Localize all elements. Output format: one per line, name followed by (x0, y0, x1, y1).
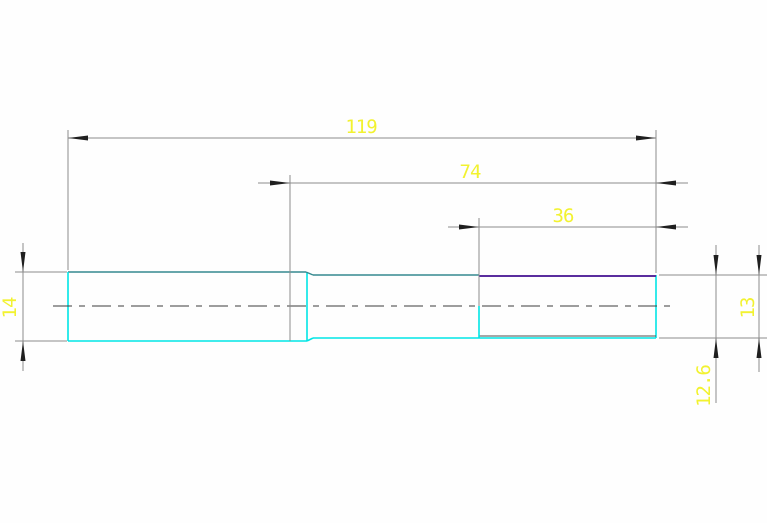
dimension-value-74: 74 (460, 161, 481, 183)
dimension-thread-length: 36 (448, 205, 688, 306)
part-chamfer-bottom (306, 337, 314, 342)
dimension-value-36: 36 (553, 205, 574, 227)
arrowhead-left (68, 135, 88, 141)
dimension-thread-minor-diameter: 12.6 (693, 245, 719, 407)
dimension-overall-length: 119 (67, 116, 657, 273)
arrowhead-top (756, 255, 762, 275)
dimension-shoulder-to-end: 74 (258, 161, 688, 341)
dimension-right-diameter: 13 (659, 245, 767, 372)
arrowhead-left (270, 180, 290, 186)
arrowhead-right (636, 135, 656, 141)
arrowhead-top (713, 255, 719, 275)
arrowhead-bottom (713, 338, 719, 358)
dimension-value-12.6: 12.6 (693, 365, 715, 407)
dimension-value-13: 13 (737, 297, 759, 318)
arrowhead-bottom (20, 341, 26, 361)
dimension-value-119: 119 (345, 116, 377, 138)
part-outline (67, 271, 657, 342)
part-chamfer-top (305, 271, 314, 276)
dimension-value-14: 14 (0, 297, 21, 318)
arrowhead-right (656, 180, 676, 186)
arrowhead-right (656, 224, 676, 230)
arrowhead-top (20, 252, 26, 272)
arrowhead-bottom (756, 338, 762, 358)
arrowhead-left (459, 224, 479, 230)
dimension-left-diameter: 14 (0, 243, 67, 371)
